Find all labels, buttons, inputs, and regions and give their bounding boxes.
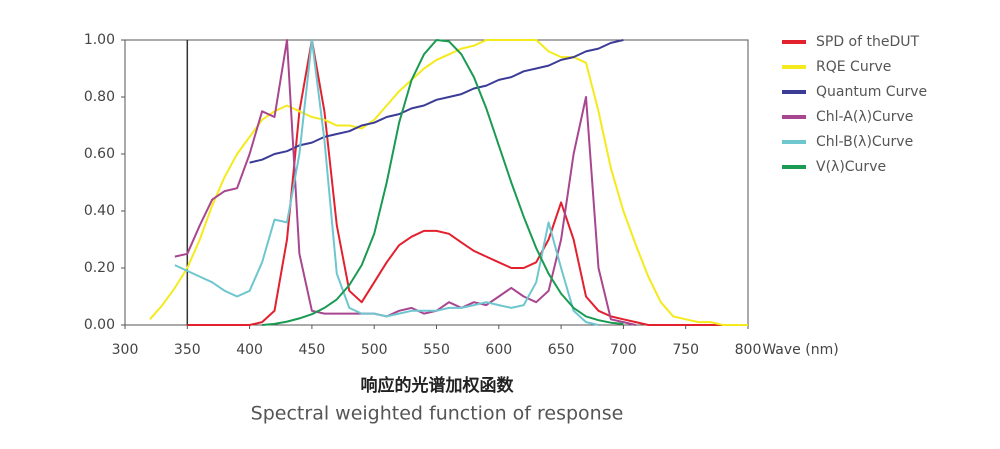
legend-label: V(λ)Curve [816, 159, 886, 175]
series-line [249, 39, 624, 164]
plot-frame [124, 39, 749, 326]
x-tick-label: 750 [672, 342, 699, 358]
series-line [262, 39, 624, 326]
y-tick-label: 0.60 [84, 146, 115, 162]
chart-subtitle: Spectral weighted function of response [251, 403, 624, 425]
x-tick-label: 600 [485, 342, 512, 358]
x-tick-label: 650 [548, 342, 575, 358]
series-line [187, 39, 748, 326]
series-line [149, 39, 748, 326]
x-tick-label: 500 [361, 342, 388, 358]
legend-label: RQE Curve [816, 59, 891, 75]
x-tick-label: 550 [423, 342, 450, 358]
y-tick-label: 0.80 [84, 89, 115, 105]
y-tick-label: 1.00 [84, 32, 115, 48]
x-tick-label: 400 [236, 342, 263, 358]
legend-label: Chl-B(λ)Curve [816, 134, 913, 150]
x-tick-label: 450 [299, 342, 326, 358]
chart-title: 响应的光谱加权函数 [361, 375, 515, 396]
series-line [174, 39, 637, 326]
legend-label: SPD of theDUT [816, 34, 920, 50]
x-tick-label: 800 [735, 342, 762, 358]
y-tick-label: 0.40 [84, 203, 115, 219]
x-tick-label: 300 [112, 342, 139, 358]
legend-label: Quantum Curve [816, 84, 927, 100]
x-tick-label: 700 [610, 342, 637, 358]
y-tick-label: 0.00 [84, 317, 115, 333]
x-tick-label: 350 [174, 342, 201, 358]
y-tick-label: 0.20 [84, 260, 115, 276]
legend-label: Chl-A(λ)Curve [816, 109, 913, 125]
series-line [174, 39, 599, 326]
x-axis-label: Wave (nm) [762, 342, 838, 358]
